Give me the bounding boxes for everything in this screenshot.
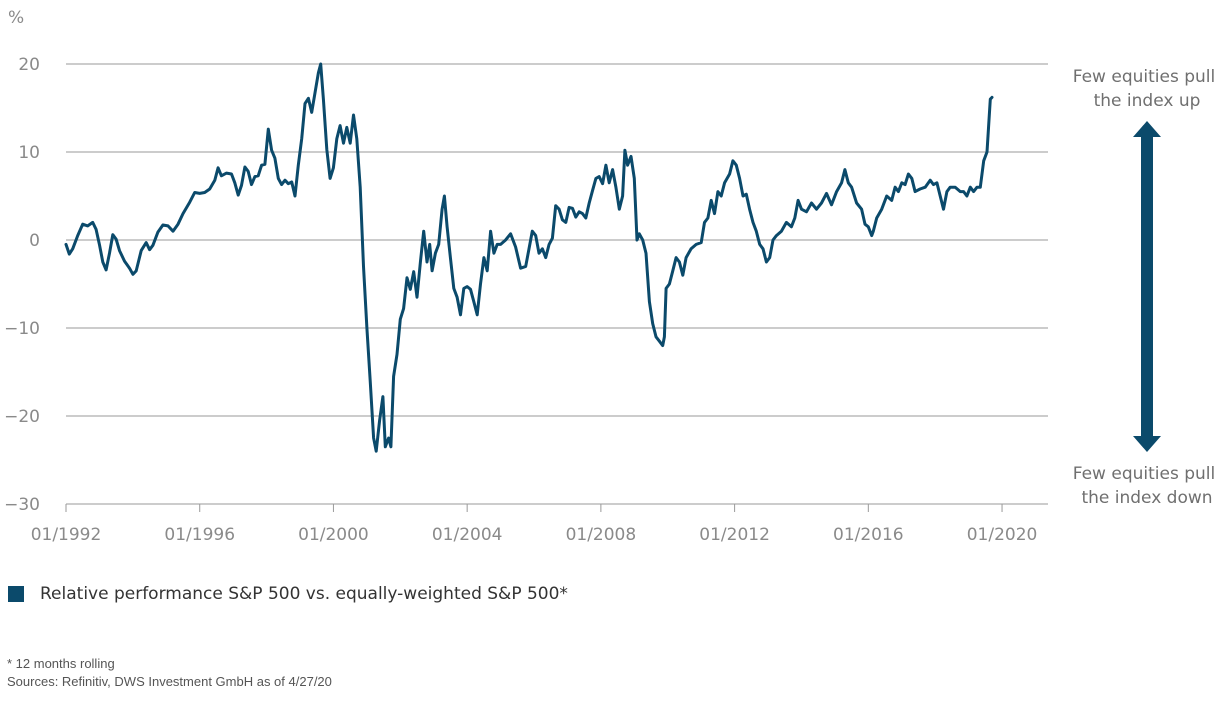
double-arrow-icon [1133,121,1161,452]
legend-label: Relative performance S&P 500 vs. equally… [40,584,568,604]
x-tick-label: 01/2008 [566,525,637,545]
x-tick-label: 01/2016 [833,525,904,545]
annotation-top-line-1: Few equities pull [1073,67,1215,87]
legend: Relative performance S&P 500 vs. equally… [8,584,568,604]
annotation-bottom-line-2: the index down [1081,488,1212,508]
legend-swatch [8,586,24,602]
x-tick-label: 01/1992 [31,525,102,545]
y-axis-tick-labels: 20 10 0 −10 −20 −30 [4,55,40,515]
y-tick-label: 10 [18,143,40,163]
y-tick-label: 20 [18,55,40,75]
y-axis-unit-label: % [8,8,24,28]
x-tick-label: 01/2000 [298,525,369,545]
x-tick-label: 01/2004 [432,525,503,545]
footnote: * 12 months rolling [7,656,115,671]
series-line [64,62,994,453]
y-tick-label: −30 [4,495,40,515]
gridlines [66,63,1048,417]
x-axis: 01/1992 01/1996 01/2000 01/2004 01/2008 01/20… [31,503,1048,545]
y-tick-label: −10 [4,319,40,339]
annotation-bottom-line-1: Few equities pull [1073,464,1215,484]
y-tick-label: 0 [29,231,40,251]
x-tick-label: 01/2012 [699,525,770,545]
x-tick-label: 01/1996 [164,525,235,545]
series-layer [64,62,994,453]
x-tick-label: 01/2020 [967,525,1038,545]
annotation-top-line-2: the index up [1094,91,1201,111]
direction-annotation: Few equities pull the index up Few equit… [1073,67,1215,508]
sources-note: Sources: Refinitiv, DWS Investment GmbH … [7,674,332,689]
y-tick-label: −20 [4,407,40,427]
